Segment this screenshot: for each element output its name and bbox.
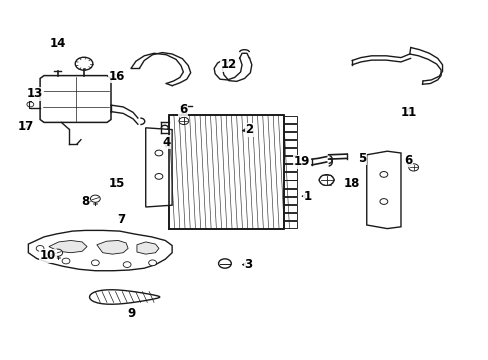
Polygon shape: [28, 230, 172, 271]
Text: 5: 5: [357, 152, 365, 165]
Text: 6: 6: [179, 103, 186, 116]
Circle shape: [379, 172, 387, 177]
Circle shape: [218, 259, 231, 268]
Text: 13: 13: [27, 87, 43, 100]
Polygon shape: [137, 242, 159, 254]
Polygon shape: [40, 76, 111, 122]
Polygon shape: [97, 240, 128, 254]
Text: 12: 12: [220, 58, 237, 71]
Text: 16: 16: [108, 70, 124, 83]
Polygon shape: [366, 151, 400, 229]
Circle shape: [161, 125, 168, 130]
Circle shape: [123, 262, 131, 267]
Circle shape: [319, 175, 333, 185]
Circle shape: [36, 246, 44, 251]
Circle shape: [408, 164, 418, 171]
Circle shape: [91, 260, 99, 266]
Polygon shape: [89, 290, 160, 304]
Circle shape: [379, 199, 387, 204]
Circle shape: [155, 174, 163, 179]
Circle shape: [155, 150, 163, 156]
Circle shape: [75, 57, 93, 70]
Circle shape: [53, 249, 62, 256]
Circle shape: [179, 117, 188, 125]
Text: 19: 19: [293, 156, 310, 168]
Text: 15: 15: [108, 177, 124, 190]
Polygon shape: [145, 128, 172, 207]
Circle shape: [27, 102, 34, 107]
Text: 3: 3: [244, 258, 252, 271]
Circle shape: [148, 260, 156, 266]
Polygon shape: [168, 115, 283, 229]
Text: 6: 6: [404, 154, 411, 167]
Circle shape: [62, 258, 70, 264]
Text: 1: 1: [304, 190, 311, 203]
Text: 11: 11: [399, 106, 416, 119]
Text: 10: 10: [40, 249, 56, 262]
Text: 4: 4: [162, 136, 170, 149]
Text: 14: 14: [49, 37, 66, 50]
Circle shape: [90, 195, 100, 202]
Text: 17: 17: [17, 120, 34, 132]
Text: 18: 18: [343, 177, 360, 190]
Text: 8: 8: [81, 195, 89, 208]
Polygon shape: [49, 240, 87, 253]
Text: 2: 2: [245, 123, 253, 136]
Text: 7: 7: [117, 213, 125, 226]
Text: 9: 9: [127, 307, 135, 320]
